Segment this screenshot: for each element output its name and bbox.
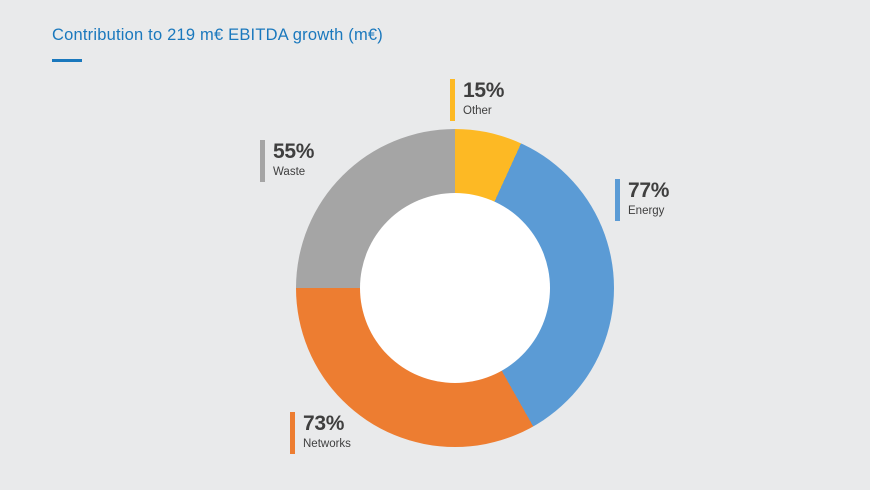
donut-chart: [296, 129, 614, 447]
callout-waste-label: Waste: [273, 166, 306, 179]
callout-energy-value: 77%: [628, 179, 670, 202]
page-title: Contribution to 219 m€ EBITDA growth (m€…: [52, 26, 384, 44]
title-accent-line: [52, 59, 82, 62]
callout-networks-color-bar: [290, 412, 295, 454]
donut-hole: [360, 193, 550, 383]
callout-energy-color-bar: [615, 179, 620, 221]
callout-other-label: Other: [463, 105, 492, 118]
callout-waste-color-bar: [260, 140, 265, 182]
callout-other-color-bar: [450, 79, 455, 121]
callout-networks-label: Networks: [303, 438, 351, 451]
callout-networks-value: 73%: [303, 412, 345, 435]
callout-energy-label: Energy: [628, 205, 665, 218]
callout-energy: 77% Energy: [615, 179, 669, 221]
callout-networks: 73% Networks: [290, 412, 351, 454]
callout-other-value: 15%: [463, 79, 505, 102]
callout-waste-value: 55%: [273, 140, 315, 163]
callout-other: 15% Other: [450, 79, 504, 121]
callout-waste: 55% Waste: [260, 140, 314, 182]
